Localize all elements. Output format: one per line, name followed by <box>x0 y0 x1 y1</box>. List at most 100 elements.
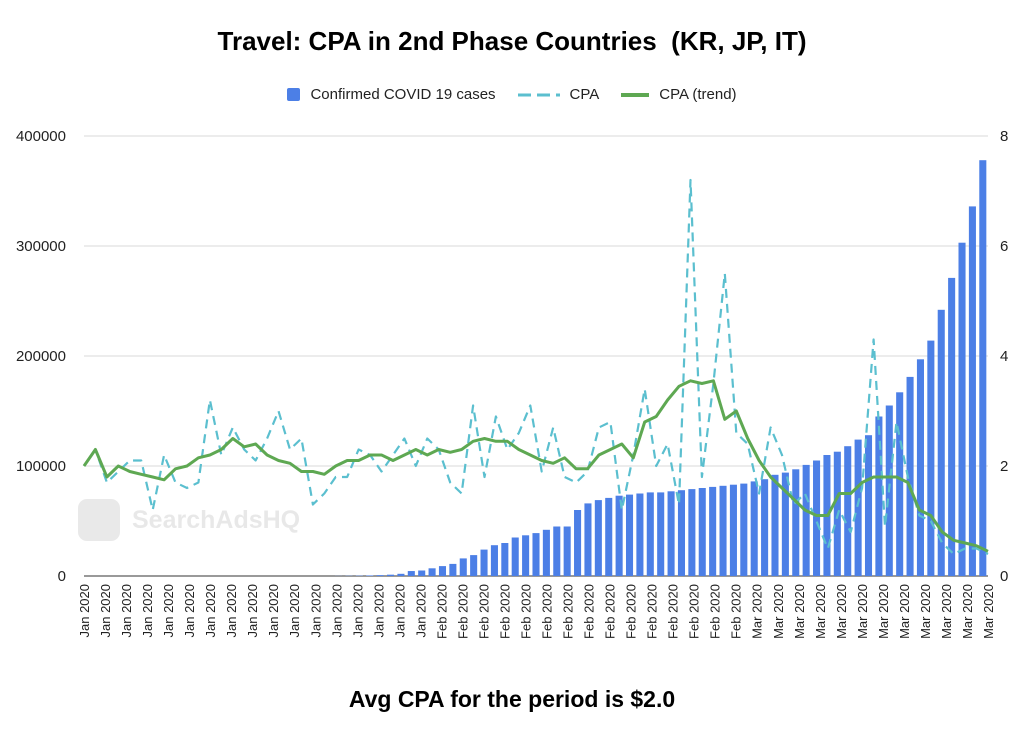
x-tick-label: Mar 2020 <box>981 584 996 639</box>
x-tick-label: Mar 2020 <box>897 584 912 639</box>
x-tick-label: Jan 2020 <box>161 584 176 638</box>
x-tick-label: Feb 2020 <box>687 584 702 639</box>
watermark-text: SearchAdsHQ <box>132 505 301 534</box>
x-tick-label: Jan 2020 <box>98 584 113 638</box>
legend-label-trend: CPA (trend) <box>659 86 737 103</box>
case-bar <box>615 495 623 576</box>
case-bar <box>677 490 686 576</box>
x-tick-label: Jan 2020 <box>287 584 302 638</box>
y-right-tick-label: 6 <box>1000 238 1008 255</box>
case-bar <box>771 474 779 576</box>
case-bar <box>875 416 883 576</box>
y-left-tick-label: 300000 <box>16 238 66 255</box>
case-bar <box>729 484 737 576</box>
case-bar <box>542 529 550 576</box>
watermark-logo-icon <box>78 499 120 541</box>
case-bar <box>584 503 592 576</box>
x-tick-label: Jan 2020 <box>203 584 218 638</box>
watermark: SearchAdsHQ <box>78 499 300 541</box>
case-bar <box>418 570 426 576</box>
y-right-tick-label: 2 <box>1000 458 1008 475</box>
case-bar <box>906 376 914 576</box>
case-bar <box>563 526 571 576</box>
legend-swatch-cpa <box>517 93 560 96</box>
x-tick-label: Feb 2020 <box>455 584 470 639</box>
legend-swatch-cases <box>287 88 301 101</box>
x-tick-label: Mar 2020 <box>813 584 828 639</box>
case-bar <box>740 483 748 576</box>
case-bar <box>750 481 758 576</box>
y-left-tick-label: 200000 <box>16 348 66 365</box>
x-tick-label: Feb 2020 <box>666 584 681 639</box>
case-bar <box>376 575 384 576</box>
x-tick-label: Feb 2020 <box>476 584 491 639</box>
x-tick-label: Mar 2020 <box>750 584 765 639</box>
legend-item-trend[interactable]: CPA (trend) <box>621 86 737 103</box>
x-tick-label: Feb 2020 <box>434 584 449 639</box>
x-tick-label: Feb 2020 <box>645 584 660 639</box>
case-bar <box>844 446 852 576</box>
case-bar <box>366 575 374 576</box>
y-left-tick-label: 100000 <box>16 458 66 475</box>
x-tick-label: Feb 2020 <box>540 584 555 639</box>
case-bar <box>854 439 862 576</box>
x-tick-label: Feb 2020 <box>624 584 639 639</box>
case-bar <box>968 206 976 576</box>
case-bar <box>937 309 945 576</box>
x-tick-label: Feb 2020 <box>708 584 723 639</box>
case-bar <box>501 543 509 576</box>
case-bar <box>979 160 987 576</box>
case-bar <box>781 472 789 576</box>
y-left-tick-label: 0 <box>58 568 66 585</box>
case-bar <box>761 479 769 576</box>
x-tick-label: Jan 2020 <box>413 584 428 638</box>
y-right-tick-label: 0 <box>1000 568 1008 585</box>
cpa-line <box>83 178 989 556</box>
case-bar <box>459 558 467 576</box>
y-left-tick-label: 400000 <box>16 128 66 145</box>
x-tick-label: Mar 2020 <box>918 584 933 639</box>
case-bar <box>688 489 696 576</box>
legend-item-cpa[interactable]: CPA <box>517 86 599 103</box>
x-tick-label: Feb 2020 <box>561 584 576 639</box>
case-bar <box>667 491 675 576</box>
case-bar <box>553 526 561 576</box>
case-bar <box>719 485 727 576</box>
case-bar <box>896 392 904 576</box>
case-bar <box>428 568 436 576</box>
x-tick-label: Mar 2020 <box>771 584 786 639</box>
x-tick-label: Jan 2020 <box>224 584 239 638</box>
case-bar <box>407 571 415 576</box>
case-bar <box>438 566 447 576</box>
y-right-tick-label: 8 <box>1000 128 1008 145</box>
x-tick-label: Jan 2020 <box>329 584 344 638</box>
case-bar <box>386 574 395 576</box>
legend-swatch-trend <box>621 92 650 97</box>
case-bar <box>605 497 613 576</box>
case-bar <box>698 488 706 576</box>
chart-title: Travel: CPA in 2nd Phase Countries (KR, … <box>217 26 807 56</box>
x-tick-label: Feb 2020 <box>582 584 597 639</box>
x-tick-label: Mar 2020 <box>939 584 954 639</box>
case-bar <box>657 492 665 576</box>
case-bar <box>397 573 405 576</box>
legend-item-cases[interactable]: Confirmed COVID 19 cases <box>287 86 496 103</box>
x-tick-label: Jan 2020 <box>119 584 134 638</box>
x-tick-label: Jan 2020 <box>245 584 260 638</box>
case-bar <box>532 533 540 576</box>
case-bar <box>864 435 873 576</box>
x-tick-label: Feb 2020 <box>519 584 534 639</box>
cpa-trend-line <box>82 379 989 553</box>
x-tick-label: Feb 2020 <box>498 584 513 639</box>
x-tick-label: Jan 2020 <box>77 584 92 638</box>
x-tick-label: Jan 2020 <box>266 584 281 638</box>
y-right-tick-label: 4 <box>1000 348 1008 365</box>
case-bar <box>802 464 810 576</box>
x-tick-label: Jan 2020 <box>350 584 365 638</box>
x-tick-label: Feb 2020 <box>729 584 744 639</box>
x-tick-label: Mar 2020 <box>834 584 849 639</box>
x-tick-label: Mar 2020 <box>855 584 870 639</box>
case-bar <box>470 555 478 576</box>
case-bar <box>646 492 654 576</box>
